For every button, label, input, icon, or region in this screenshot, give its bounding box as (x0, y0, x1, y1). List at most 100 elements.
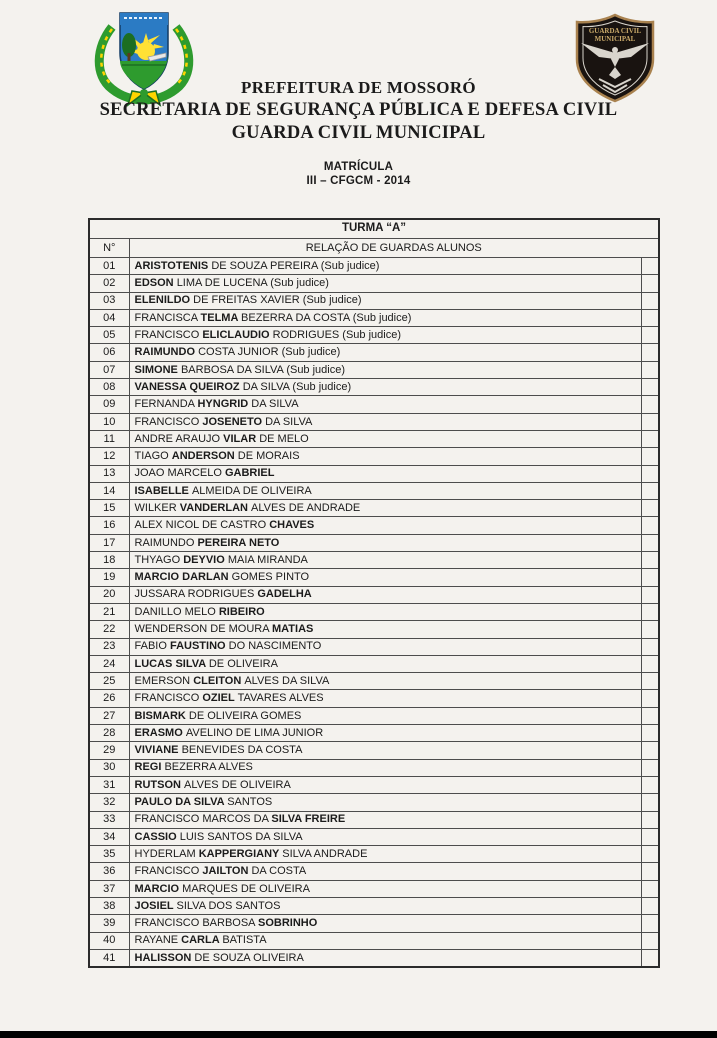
row-number: 16 (88, 516, 130, 535)
row-student-name: FABIO FAUSTINO DO NASCIMENTO (128, 637, 642, 656)
row-student-name: ANDRE ARAUJO VILAR DE MELO (128, 429, 642, 449)
row-empty-cell (640, 429, 660, 449)
table-row: 13 JOAO MARCELO GABRIEL (88, 464, 660, 483)
table-row: 39 FRANCISCO BARBOSA SOBRINHO (88, 914, 660, 933)
row-empty-cell (640, 931, 660, 950)
row-empty-cell (640, 758, 660, 777)
table-row: 37 MARCIO MARQUES DE OLIVEIRA (88, 879, 660, 898)
subtitle-matricula: MATRÍCULA (323, 161, 394, 173)
row-student-name: MARCIO MARQUES DE OLIVEIRA (128, 879, 642, 898)
table-row: 15 WILKER VANDERLAN ALVES DE ANDRADE (88, 499, 660, 518)
table-row: 33 FRANCISCO MARCOS DA SILVA FREIRE (88, 810, 660, 829)
row-student-name: FRANCISCO OZIEL TAVARES ALVES (128, 689, 642, 708)
row-number: 24 (88, 654, 130, 674)
row-student-name: WILKER VANDERLAN ALVES DE ANDRADE (128, 499, 642, 518)
row-number: 35 (88, 845, 130, 864)
row-number: 18 (88, 551, 130, 570)
row-number: 15 (88, 499, 130, 518)
table-row: 09 FERNANDA HYNGRID DA SILVA (88, 395, 660, 414)
column-header-number: N° (88, 238, 130, 258)
row-empty-cell (640, 481, 660, 501)
row-empty-cell (640, 914, 660, 933)
table-row: 03 ELENILDO DE FREITAS XAVIER (Sub judice… (88, 291, 660, 310)
row-student-name: RAIMUNDO COSTA JUNIOR (Sub judice) (128, 343, 642, 362)
row-empty-cell (640, 793, 660, 812)
row-student-name: ELENILDO DE FREITAS XAVIER (Sub judice) (128, 291, 642, 310)
mossoro-crest-icon (94, 12, 194, 107)
row-empty-cell (640, 810, 660, 829)
turma-header-row: TURMA “A” (88, 218, 660, 239)
row-empty-cell (640, 343, 660, 362)
row-student-name: EMERSON CLEITON ALVES DA SILVA (128, 672, 642, 691)
bottom-edge-bar (0, 1031, 717, 1038)
row-empty-cell (640, 879, 660, 898)
row-student-name: VANESSA QUEIROZ DA SILVA (Sub judice) (128, 378, 642, 397)
row-number: 05 (88, 326, 130, 345)
row-student-name: FRANCISCO ELICLAUDIO RODRIGUES (Sub judi… (128, 326, 642, 345)
table-row: 10 FRANCISCO JOSENETO DA SILVA (88, 412, 660, 431)
row-student-name: CASSIO LUIS SANTOS DA SILVA (128, 827, 642, 847)
guarda-civil-municipal-badge-logo: GUARDA CIVIL MUNICIPAL (573, 13, 657, 103)
table-row: 16 ALEX NICOL DE CASTRO CHAVES (88, 516, 660, 535)
row-number: 32 (88, 793, 130, 812)
subtitle-cfgcm: III – CFGCM - 2014 (306, 175, 411, 187)
row-empty-cell (640, 896, 660, 916)
mossoro-coat-of-arms-logo (86, 5, 202, 107)
table-row: 25 EMERSON CLEITON ALVES DA SILVA (88, 672, 660, 691)
row-empty-cell (640, 291, 660, 310)
row-student-name: FERNANDA HYNGRID DA SILVA (128, 395, 642, 414)
row-number: 13 (88, 464, 130, 483)
row-student-name: WENDERSON DE MOURA MATIAS (128, 620, 642, 639)
table-row: 38 JOSIEL SILVA DOS SANTOS (88, 896, 660, 916)
roster-table-container: TURMA “A” N° RELAÇÃO DE GUARDAS ALUNOS 0… (88, 218, 661, 969)
row-number: 02 (88, 274, 130, 293)
row-empty-cell (640, 568, 660, 587)
row-student-name: JUSSARA RODRIGUES GADELHA (128, 585, 642, 604)
table-row: 31 RUTSON ALVES DE OLIVEIRA (88, 775, 660, 795)
row-number: 07 (88, 360, 130, 380)
row-empty-cell (640, 948, 660, 968)
row-number: 14 (88, 481, 130, 501)
row-student-name: ISABELLE ALMEIDA DE OLIVEIRA (128, 481, 642, 501)
table-row: 27 BISMARK DE OLIVEIRA GOMES (88, 706, 660, 726)
row-empty-cell (640, 308, 660, 328)
row-number: 34 (88, 827, 130, 847)
badge-text-line2: MUNICIPAL (595, 35, 636, 43)
table-row: 30 REGI BEZERRA ALVES (88, 758, 660, 777)
row-student-name: VIVIANE BENEVIDES DA COSTA (128, 741, 642, 760)
guarda-civil-badge-icon: GUARDA CIVIL MUNICIPAL (575, 13, 655, 103)
row-student-name: JOAO MARCELO GABRIEL (128, 464, 642, 483)
table-row: 02 EDSON LIMA DE LUCENA (Sub judice) (88, 274, 660, 293)
row-empty-cell (640, 741, 660, 760)
row-number: 40 (88, 931, 130, 950)
table-row: 21 DANILLO MELO RIBEIRO (88, 602, 660, 622)
row-student-name: FRANCISCA TELMA BEZERRA DA COSTA (Sub ju… (128, 308, 642, 328)
row-number: 23 (88, 637, 130, 656)
row-student-name: ERASMO AVELINO DE LIMA JUNIOR (128, 724, 642, 743)
row-empty-cell (640, 654, 660, 674)
table-row: 04 FRANCISCA TELMA BEZERRA DA COSTA (Sub … (88, 308, 660, 328)
document-header: PREFEITURA DE MOSSORÓ SECRETARIA DE SEGU… (0, 76, 717, 145)
row-student-name: TIAGO ANDERSON DE MORAIS (128, 447, 642, 466)
roster-table: TURMA “A” N° RELAÇÃO DE GUARDAS ALUNOS 0… (88, 218, 661, 969)
row-empty-cell (640, 827, 660, 847)
row-student-name: SIMONE BARBOSA DA SILVA (Sub judice) (128, 360, 642, 380)
row-empty-cell (640, 395, 660, 414)
table-row: 17 RAIMUNDO PEREIRA NETO (88, 533, 660, 553)
row-number: 04 (88, 308, 130, 328)
row-empty-cell (640, 412, 660, 431)
table-row: 23 FABIO FAUSTINO DO NASCIMENTO (88, 637, 660, 656)
column-header-row: N° RELAÇÃO DE GUARDAS ALUNOS (88, 238, 660, 258)
row-student-name: MARCIO DARLAN GOMES PINTO (128, 568, 642, 587)
table-row: 24 LUCAS SILVA DE OLIVEIRA (88, 654, 660, 674)
row-number: 25 (88, 672, 130, 691)
table-row: 12 TIAGO ANDERSON DE MORAIS (88, 447, 660, 466)
row-empty-cell (640, 447, 660, 466)
eagle-emblem (581, 43, 649, 79)
title-secretaria: SECRETARIA DE SEGURANÇA PÚBLICA E DEFESA… (99, 100, 618, 120)
row-empty-cell (640, 637, 660, 656)
table-row: 18 THYAGO DEYVIO MAIA MIRANDA (88, 551, 660, 570)
title-guarda: GUARDA CIVIL MUNICIPAL (231, 123, 486, 143)
row-number: 17 (88, 533, 130, 553)
